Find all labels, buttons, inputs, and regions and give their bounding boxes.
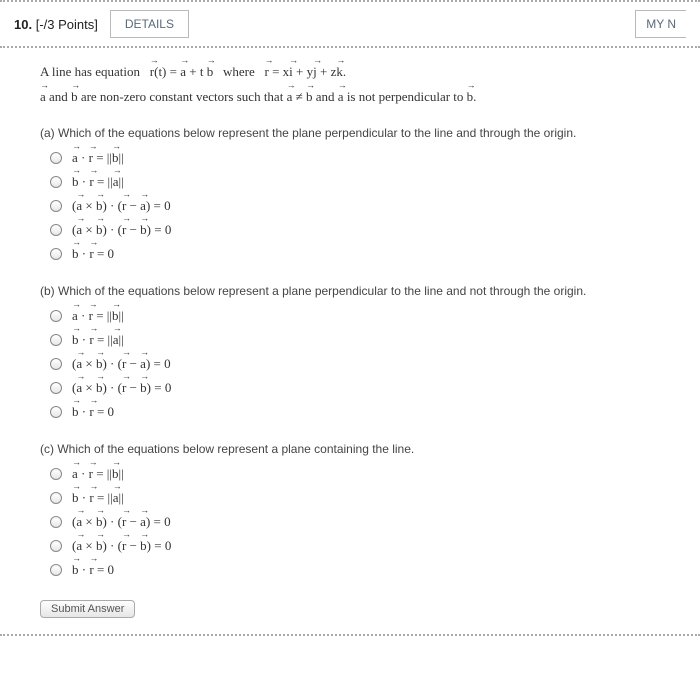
radio-icon[interactable] xyxy=(50,224,62,236)
option-label: (a × b) · (r − b) = 0 xyxy=(72,222,171,238)
option-c-2[interactable]: b · r = ||a|| xyxy=(40,486,660,510)
question-header: 10. [-/3 Points] DETAILS MY N xyxy=(0,2,700,48)
radio-icon[interactable] xyxy=(50,334,62,346)
intro-line-2: a and b are non-zero constant vectors su… xyxy=(40,87,660,108)
intro-line-1: A line has equation r(t) = a + t b where… xyxy=(40,62,660,83)
option-a-2[interactable]: b · r = ||a|| xyxy=(40,170,660,194)
radio-icon[interactable] xyxy=(50,200,62,212)
option-b-2[interactable]: b · r = ||a|| xyxy=(40,328,660,352)
part-c-options: a · r = ||b|| b · r = ||a|| (a × b) · (r… xyxy=(40,462,660,582)
qnum-prefix: 10. xyxy=(14,17,32,32)
radio-icon[interactable] xyxy=(50,310,62,322)
option-label: a · r = ||b|| xyxy=(72,308,124,324)
radio-icon[interactable] xyxy=(50,358,62,370)
option-label: b · r = 0 xyxy=(72,562,114,578)
question-number: 10. [-/3 Points] xyxy=(14,17,98,32)
my-notes-button[interactable]: MY N xyxy=(635,10,686,38)
option-label: b · r = 0 xyxy=(72,404,114,420)
option-label: (a × b) · (r − b) = 0 xyxy=(72,538,171,554)
points-label: [-/3 Points] xyxy=(36,17,98,32)
radio-icon[interactable] xyxy=(50,564,62,576)
radio-icon[interactable] xyxy=(50,382,62,394)
option-a-1[interactable]: a · r = ||b|| xyxy=(40,146,660,170)
option-b-5[interactable]: b · r = 0 xyxy=(40,400,660,424)
option-label: (a × b) · (r − a) = 0 xyxy=(72,514,171,530)
part-a-question: (a) Which of the equations below represe… xyxy=(40,126,660,140)
option-c-5[interactable]: b · r = 0 xyxy=(40,558,660,582)
option-label: b · r = ||a|| xyxy=(72,332,124,348)
question-body: A line has equation r(t) = a + t b where… xyxy=(0,48,700,634)
radio-icon[interactable] xyxy=(50,468,62,480)
part-b-options: a · r = ||b|| b · r = ||a|| (a × b) · (r… xyxy=(40,304,660,424)
option-label: a · r = ||b|| xyxy=(72,150,124,166)
option-c-3[interactable]: (a × b) · (r − a) = 0 xyxy=(40,510,660,534)
option-c-4[interactable]: (a × b) · (r − b) = 0 xyxy=(40,534,660,558)
part-b-question: (b) Which of the equations below represe… xyxy=(40,284,660,298)
option-label: b · r = ||a|| xyxy=(72,174,124,190)
option-b-1[interactable]: a · r = ||b|| xyxy=(40,304,660,328)
part-c-question: (c) Which of the equations below represe… xyxy=(40,442,660,456)
option-b-4[interactable]: (a × b) · (r − b) = 0 xyxy=(40,376,660,400)
option-c-1[interactable]: a · r = ||b|| xyxy=(40,462,660,486)
option-label: (a × b) · (r − b) = 0 xyxy=(72,380,171,396)
option-label: (a × b) · (r − a) = 0 xyxy=(72,356,171,372)
option-label: b · r = ||a|| xyxy=(72,490,124,506)
radio-icon[interactable] xyxy=(50,540,62,552)
question-container: 10. [-/3 Points] DETAILS MY N A line has… xyxy=(0,0,700,636)
submit-answer-button[interactable]: Submit Answer xyxy=(40,600,135,618)
option-label: b · r = 0 xyxy=(72,246,114,262)
option-label: (a × b) · (r − a) = 0 xyxy=(72,198,171,214)
option-a-5[interactable]: b · r = 0 xyxy=(40,242,660,266)
option-label: a · r = ||b|| xyxy=(72,466,124,482)
option-a-4[interactable]: (a × b) · (r − b) = 0 xyxy=(40,218,660,242)
radio-icon[interactable] xyxy=(50,406,62,418)
option-b-3[interactable]: (a × b) · (r − a) = 0 xyxy=(40,352,660,376)
radio-icon[interactable] xyxy=(50,492,62,504)
radio-icon[interactable] xyxy=(50,516,62,528)
radio-icon[interactable] xyxy=(50,248,62,260)
option-a-3[interactable]: (a × b) · (r − a) = 0 xyxy=(40,194,660,218)
radio-icon[interactable] xyxy=(50,152,62,164)
details-button[interactable]: DETAILS xyxy=(110,10,189,38)
part-a-options: a · r = ||b|| b · r = ||a|| (a × b) · (r… xyxy=(40,146,660,266)
radio-icon[interactable] xyxy=(50,176,62,188)
